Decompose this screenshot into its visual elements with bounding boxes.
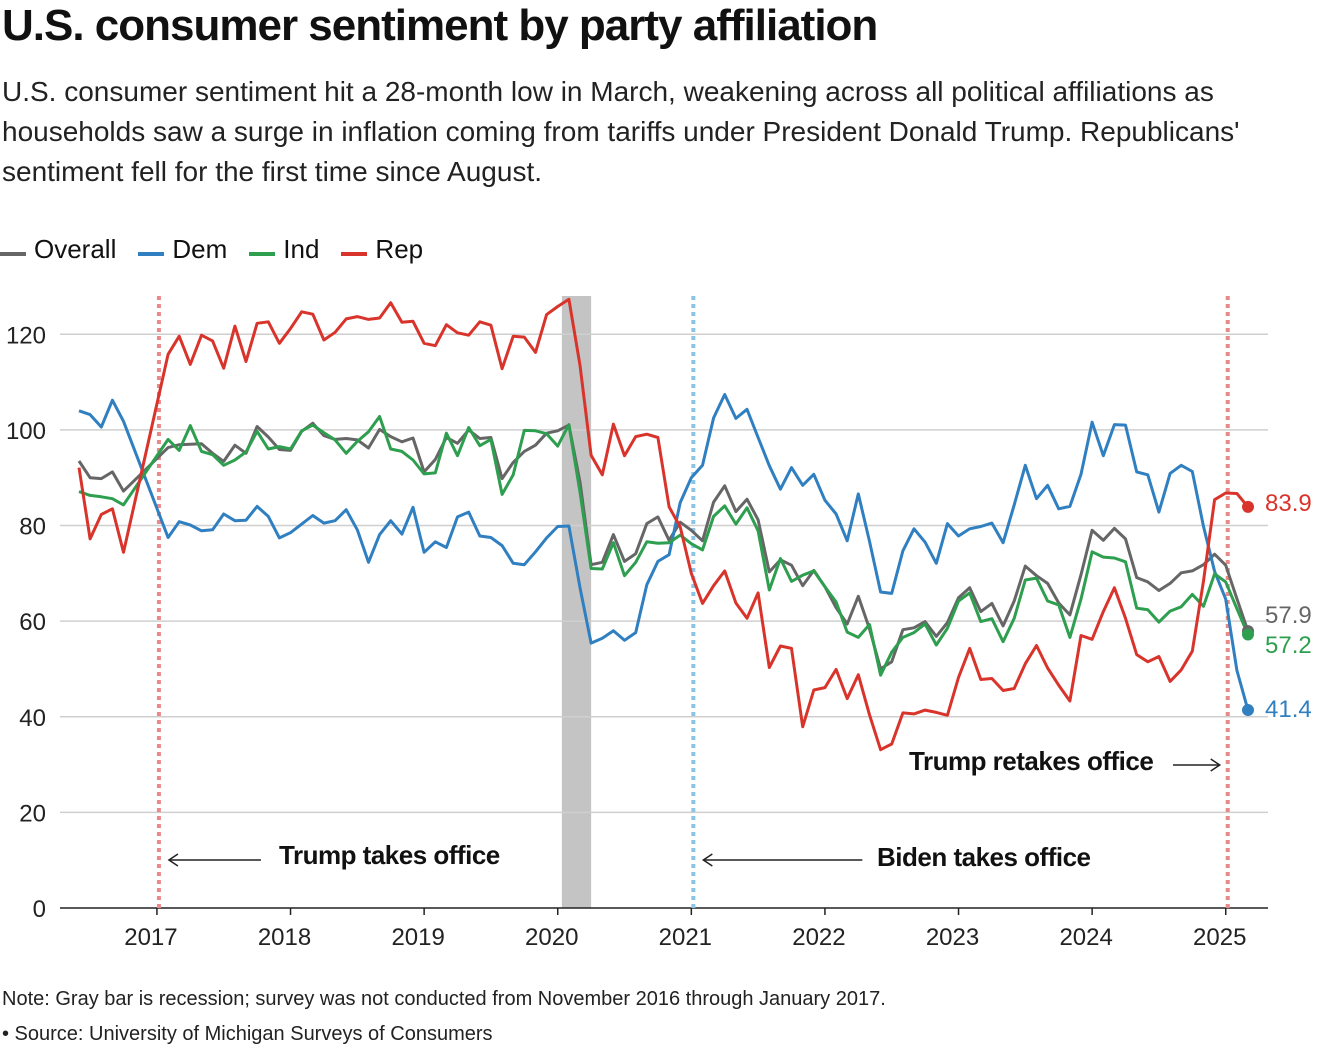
series-line-ind [78, 415, 1250, 677]
legend-item-overall: Overall [0, 234, 116, 265]
y-tick-label: 80 [19, 514, 46, 541]
chart-source: • Source: University of Michigan Surveys… [2, 1023, 493, 1045]
event-label: Trump retakes office [909, 746, 1153, 776]
series-line-rep [77, 297, 1250, 752]
x-tick-label: 2021 [659, 924, 712, 951]
recession-bar [561, 296, 592, 908]
annotation-arrowhead [167, 853, 179, 867]
x-tick-label: 2020 [525, 924, 578, 951]
legend-swatch-dem [138, 252, 165, 256]
legend-label-rep: Rep [375, 233, 424, 264]
end-point-dem [1242, 704, 1254, 717]
legend: Overall Dem Ind Rep [0, 232, 445, 266]
x-tick-label: 2025 [1193, 924, 1246, 951]
end-point-ind [1242, 628, 1254, 641]
end-point-rep [1242, 500, 1254, 513]
legend-item-rep: Rep [341, 234, 423, 265]
y-tick-label: 20 [19, 800, 46, 827]
y-tick-label: 60 [19, 609, 46, 636]
legend-item-ind: Ind [249, 234, 319, 265]
y-tick-label: 120 [6, 322, 46, 349]
legend-swatch-ind [249, 252, 276, 256]
chart-title: U.S. consumer sentiment by party affilia… [2, 1, 878, 50]
legend-swatch-rep [341, 252, 368, 256]
legend-label-dem: Dem [172, 233, 228, 264]
end-label-ind: 57.2 [1265, 632, 1312, 659]
x-tick-label: 2017 [124, 924, 177, 951]
legend-swatch-overall [0, 252, 26, 256]
x-tick-label: 2019 [391, 924, 444, 951]
legend-item-dem: Dem [138, 234, 227, 265]
x-tick-label: 2023 [926, 924, 979, 951]
event-label: Biden takes office [877, 842, 1091, 872]
annotation-arrowhead [1210, 758, 1222, 772]
end-label-dem: 41.4 [1265, 696, 1312, 723]
y-tick-label: 0 [33, 896, 46, 923]
y-tick-label: 40 [19, 705, 46, 732]
annotation-arrowhead [701, 853, 713, 867]
x-tick-label: 2024 [1059, 924, 1112, 951]
chart-note: Note: Gray bar is recession; survey was … [2, 988, 886, 1010]
x-tick-label: 2022 [792, 924, 845, 951]
legend-label-overall: Overall [34, 233, 117, 264]
x-tick-label: 2018 [258, 924, 311, 951]
end-label-overall: 57.9 [1265, 602, 1312, 629]
y-tick-label: 100 [6, 418, 46, 445]
end-label-rep: 83.9 [1265, 490, 1312, 517]
series-line-dem [78, 393, 1250, 711]
event-label: Trump takes office [279, 840, 500, 870]
chart-subtitle: U.S. consumer sentiment hit a 28-month l… [2, 76, 1240, 187]
legend-label-ind: Ind [283, 233, 320, 264]
